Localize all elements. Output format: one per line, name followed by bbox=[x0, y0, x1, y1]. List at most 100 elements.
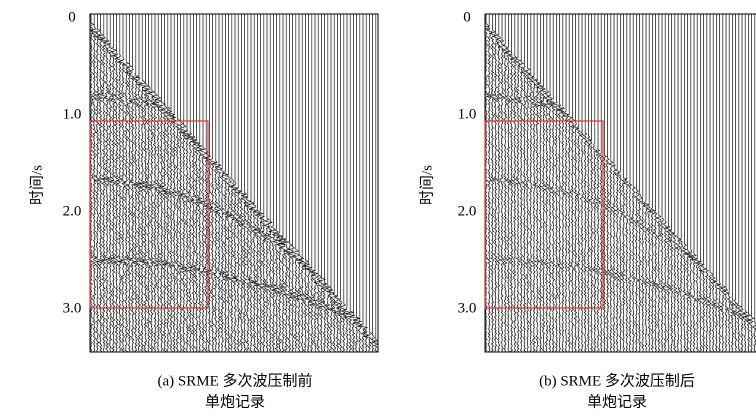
trace bbox=[693, 14, 702, 352]
trace bbox=[598, 14, 604, 352]
trace bbox=[152, 14, 163, 352]
trace bbox=[569, 14, 576, 352]
trace bbox=[707, 14, 713, 352]
trace bbox=[221, 14, 230, 352]
trace bbox=[278, 14, 287, 352]
trace bbox=[633, 14, 640, 352]
trace bbox=[659, 14, 666, 352]
trace bbox=[352, 14, 362, 352]
trace bbox=[364, 14, 373, 352]
trace bbox=[716, 14, 724, 352]
caption: (a) SRME 多次波压制前 bbox=[158, 372, 313, 389]
caption: 单炮记录 bbox=[205, 393, 265, 410]
trace bbox=[287, 14, 297, 352]
trace bbox=[690, 14, 698, 352]
trace bbox=[678, 14, 684, 352]
trace bbox=[504, 14, 512, 352]
trace bbox=[297, 14, 307, 352]
trace bbox=[167, 14, 176, 352]
trace bbox=[313, 14, 323, 352]
trace bbox=[325, 14, 333, 352]
trace bbox=[244, 14, 253, 352]
trace bbox=[607, 14, 615, 352]
trace bbox=[686, 14, 694, 352]
trace bbox=[246, 14, 255, 352]
trace bbox=[344, 14, 355, 352]
trace bbox=[704, 14, 710, 352]
trace bbox=[668, 14, 676, 352]
trace bbox=[96, 14, 105, 352]
trace bbox=[723, 14, 730, 352]
y-axis-label: 时间/s bbox=[418, 165, 435, 205]
trace bbox=[575, 14, 581, 352]
y-tick-label: 1.0 bbox=[63, 106, 82, 122]
trace bbox=[156, 14, 167, 352]
trace bbox=[163, 14, 173, 352]
trace bbox=[358, 14, 368, 352]
trace bbox=[514, 14, 523, 352]
trace bbox=[143, 14, 153, 352]
trace bbox=[488, 14, 496, 352]
trace bbox=[182, 14, 192, 352]
trace bbox=[551, 14, 561, 352]
trace bbox=[212, 14, 221, 352]
trace bbox=[301, 14, 310, 352]
trace bbox=[186, 14, 195, 352]
trace bbox=[196, 14, 204, 352]
trace bbox=[341, 14, 352, 352]
trace bbox=[349, 14, 361, 352]
trace bbox=[132, 14, 141, 352]
trace bbox=[492, 14, 499, 352]
trace bbox=[545, 14, 553, 352]
trace bbox=[271, 14, 282, 352]
trace bbox=[726, 14, 732, 352]
trace bbox=[209, 14, 218, 352]
trace bbox=[565, 14, 573, 352]
trace bbox=[517, 14, 525, 352]
trace bbox=[620, 14, 628, 352]
y-tick-label: 0 bbox=[463, 9, 471, 25]
highlight-box bbox=[484, 120, 604, 309]
trace bbox=[106, 14, 115, 352]
trace bbox=[752, 14, 756, 352]
trace bbox=[259, 14, 267, 352]
trace bbox=[618, 14, 624, 352]
trace bbox=[252, 14, 262, 352]
trace bbox=[276, 14, 284, 352]
trace bbox=[720, 14, 727, 352]
trace bbox=[172, 14, 181, 352]
trace bbox=[215, 14, 223, 352]
trace bbox=[636, 14, 643, 352]
trace bbox=[662, 14, 669, 352]
trace bbox=[115, 14, 124, 352]
trace bbox=[542, 14, 550, 352]
trace bbox=[263, 14, 273, 352]
trace bbox=[623, 14, 630, 352]
trace bbox=[147, 14, 156, 352]
trace bbox=[744, 14, 752, 352]
trace bbox=[604, 14, 611, 352]
trace bbox=[611, 14, 617, 352]
trace bbox=[509, 14, 518, 352]
trace bbox=[594, 14, 602, 352]
seismic-section bbox=[485, 14, 756, 352]
trace bbox=[248, 14, 258, 352]
caption: 单炮记录 bbox=[587, 393, 647, 410]
trace bbox=[362, 14, 370, 352]
trace bbox=[160, 14, 170, 352]
trace bbox=[372, 14, 378, 352]
trace bbox=[227, 14, 236, 352]
trace bbox=[585, 14, 593, 352]
y-tick-label: 3.0 bbox=[63, 300, 82, 316]
trace bbox=[310, 14, 320, 352]
trace bbox=[128, 14, 138, 352]
trace bbox=[125, 14, 134, 352]
trace bbox=[303, 14, 313, 352]
trace bbox=[218, 14, 226, 352]
caption: (b) SRME 多次波压制后 bbox=[539, 372, 695, 389]
trace bbox=[508, 14, 515, 352]
trace bbox=[307, 14, 316, 352]
trace bbox=[648, 14, 656, 352]
trace bbox=[93, 14, 102, 352]
